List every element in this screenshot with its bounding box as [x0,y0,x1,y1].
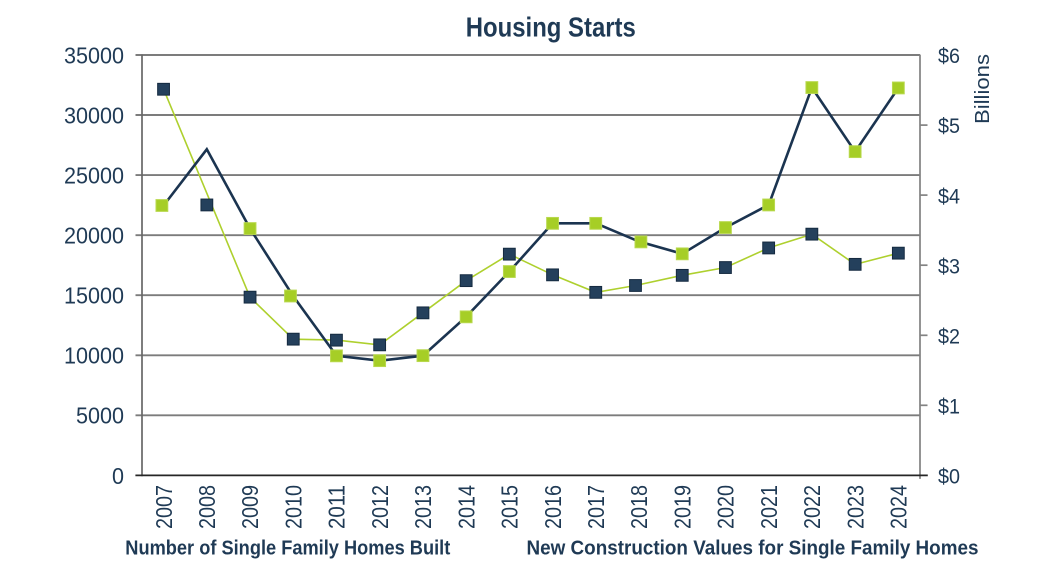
svg-text:2007: 2007 [151,485,177,529]
svg-text:2023: 2023 [842,485,868,529]
svg-text:$1: $1 [938,396,960,419]
svg-text:$0: $0 [938,466,960,489]
svg-text:2017: 2017 [583,485,609,529]
svg-text:25000: 25000 [64,163,124,189]
svg-text:2009: 2009 [237,485,263,529]
svg-text:2015: 2015 [497,485,523,529]
svg-text:2024: 2024 [886,485,912,529]
svg-text:Billions: Billions [972,54,994,124]
svg-text:2010: 2010 [281,485,307,529]
svg-text:2021: 2021 [756,485,782,529]
svg-text:New Construction Values for Si: New Construction Values for Single Famil… [527,537,979,560]
svg-text:$6: $6 [938,45,960,68]
svg-text:2008: 2008 [194,485,220,529]
svg-text:2014: 2014 [453,485,479,529]
svg-text:$4: $4 [938,185,960,208]
svg-text:2012: 2012 [367,485,393,529]
svg-text:2022: 2022 [799,485,825,529]
svg-text:Housing Starts: Housing Starts [466,12,636,43]
svg-text:2016: 2016 [540,485,566,529]
svg-text:2020: 2020 [713,485,739,529]
svg-text:0: 0 [112,463,124,489]
svg-text:30000: 30000 [64,102,124,128]
svg-text:2013: 2013 [410,485,436,529]
svg-text:$3: $3 [938,255,960,278]
svg-text:$5: $5 [938,115,960,138]
svg-text:Number of Single Family Homes: Number of Single Family Homes Built [125,537,450,560]
svg-text:20000: 20000 [64,223,124,249]
svg-text:2018: 2018 [626,485,652,529]
svg-text:2011: 2011 [324,485,350,529]
svg-text:$2: $2 [938,326,960,349]
svg-text:10000: 10000 [64,343,124,369]
svg-text:15000: 15000 [64,283,124,309]
svg-text:2019: 2019 [669,485,695,529]
svg-text:35000: 35000 [64,42,124,68]
svg-text:5000: 5000 [76,403,124,429]
